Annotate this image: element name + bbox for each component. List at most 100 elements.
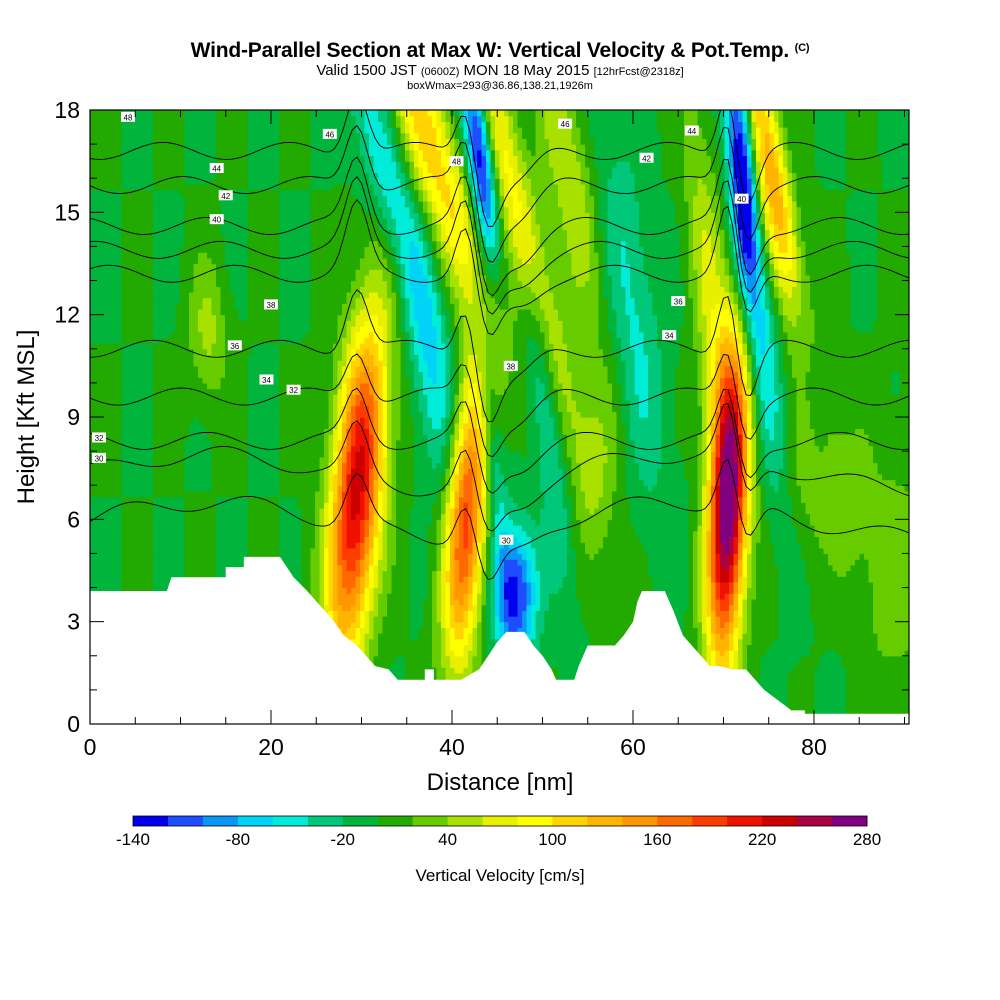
w-cell: [819, 610, 825, 617]
w-cell: [733, 627, 739, 634]
w-cell: [684, 593, 690, 600]
w-cell: [688, 593, 694, 600]
w-cell: [769, 615, 775, 623]
w-cell: [432, 638, 438, 646]
w-cell: [787, 650, 793, 657]
w-cell: [864, 633, 870, 640]
w-cell: [769, 633, 775, 640]
w-cell: [346, 627, 352, 634]
w-cell: [895, 615, 901, 623]
w-cell: [445, 615, 451, 623]
w-cell: [531, 604, 537, 611]
w-cell: [837, 598, 843, 606]
w-cell: [535, 638, 541, 646]
w-cell: [774, 621, 780, 628]
w-cell: [117, 581, 123, 589]
w-cell: [612, 610, 618, 617]
w-cell: [418, 593, 424, 600]
w-cell: [634, 593, 640, 600]
w-cell: [697, 627, 703, 634]
w-cell: [396, 570, 402, 577]
w-cell: [490, 633, 496, 640]
w-cell: [549, 638, 555, 646]
w-cell: [162, 564, 168, 572]
w-cell: [814, 684, 820, 691]
w-cell: [900, 621, 906, 628]
w-cell: [765, 576, 771, 583]
w-cell: [688, 638, 694, 646]
w-cell: [769, 598, 775, 606]
w-cell: [742, 655, 748, 663]
w-cell: [535, 633, 541, 640]
w-cell: [859, 638, 865, 646]
w-cell: [607, 610, 613, 617]
w-cell: [855, 689, 861, 697]
w-cell: [396, 604, 402, 611]
w-cell: [400, 576, 406, 583]
w-cell: [477, 610, 483, 617]
w-cell: [477, 655, 483, 663]
w-cell: [724, 621, 730, 628]
w-cell: [387, 564, 393, 572]
w-cell: [436, 615, 442, 623]
w-cell: [621, 610, 627, 617]
w-cell: [378, 587, 384, 594]
w-cell: [873, 644, 879, 651]
w-cell: [328, 587, 334, 594]
w-cell: [531, 593, 537, 600]
w-cell: [850, 581, 856, 589]
w-cell: [414, 598, 420, 606]
w-cell: [432, 627, 438, 634]
w-cell: [463, 604, 469, 611]
w-cell: [603, 633, 609, 640]
w-cell: [513, 627, 519, 634]
w-cell: [90, 564, 96, 572]
w-cell: [643, 581, 649, 589]
w-cell: [396, 672, 402, 680]
w-cell: [765, 644, 771, 651]
w-cell: [513, 576, 519, 583]
w-cell: [846, 598, 852, 606]
w-cell: [544, 581, 550, 589]
w-cell: [873, 661, 879, 668]
w-cell: [900, 610, 906, 617]
w-cell: [585, 581, 591, 589]
w-cell: [517, 570, 523, 577]
w-cell: [364, 581, 370, 589]
w-cell: [477, 621, 483, 628]
w-cell: [454, 570, 460, 577]
w-cell: [166, 570, 172, 577]
w-cell: [445, 627, 451, 634]
w-cell: [769, 650, 775, 657]
w-cell: [472, 661, 478, 668]
w-cell: [103, 581, 109, 589]
w-cell: [828, 684, 834, 691]
w-cell: [508, 610, 514, 617]
w-cell: [819, 689, 825, 697]
w-cell: [409, 604, 415, 611]
w-cell: [733, 576, 739, 583]
w-cell: [841, 615, 847, 623]
w-cell: [432, 576, 438, 583]
w-cell: [504, 627, 510, 634]
w-cell: [864, 570, 870, 577]
w-cell: [670, 576, 676, 583]
w-cell: [877, 604, 883, 611]
w-cell: [414, 638, 420, 646]
w-cell: [139, 570, 145, 577]
w-cell: [292, 570, 298, 577]
w-cell: [882, 701, 888, 708]
w-cell: [873, 581, 879, 589]
w-cell: [567, 570, 573, 577]
w-cell: [94, 570, 100, 577]
w-cell: [765, 627, 771, 634]
w-cell: [855, 587, 861, 594]
w-cell: [760, 661, 766, 668]
w-cell: [648, 587, 654, 594]
w-cell: [306, 564, 312, 572]
w-cell: [733, 650, 739, 657]
w-cell: [715, 633, 721, 640]
w-cell: [814, 667, 820, 674]
w-cell: [369, 655, 375, 663]
w-cell: [616, 621, 622, 628]
